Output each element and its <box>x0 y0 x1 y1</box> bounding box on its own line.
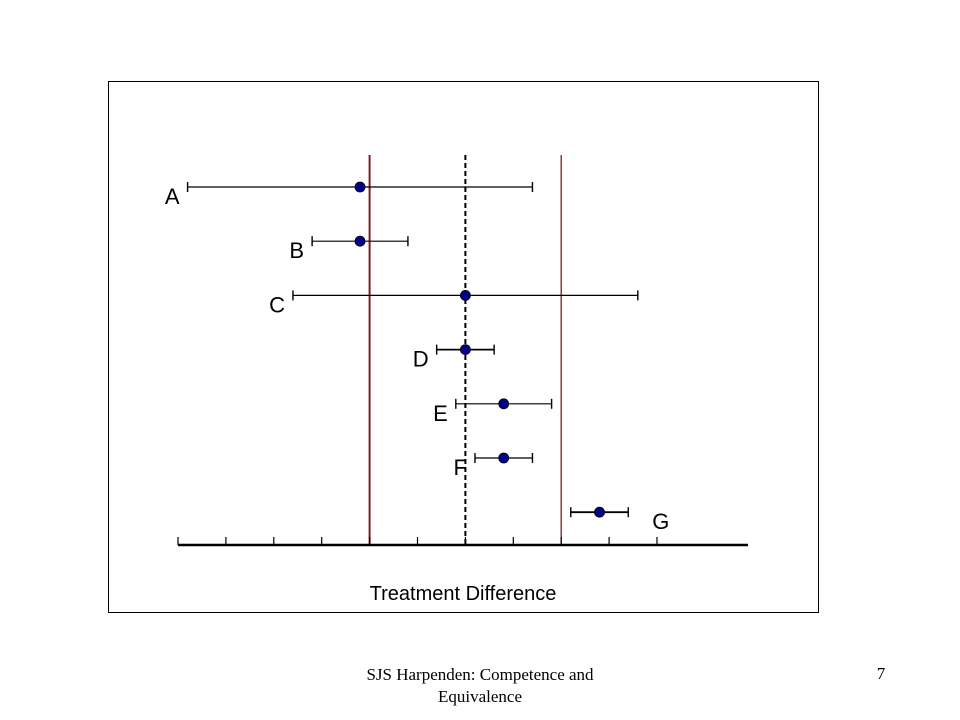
plot-frame <box>108 81 819 613</box>
page-number: 7 <box>876 664 886 683</box>
study-label: C <box>269 292 285 317</box>
point-estimate <box>498 452 510 464</box>
study-row-a: A <box>165 181 534 209</box>
study-row-g: G <box>570 506 669 534</box>
point-estimate <box>459 289 471 301</box>
study-row-b: B <box>289 235 409 263</box>
studies-layer: A B C D E F G <box>165 181 669 534</box>
footer-title: SJS Harpenden: Competence and Equivalenc… <box>366 665 594 706</box>
point-estimate <box>354 181 366 193</box>
study-label: B <box>289 238 304 263</box>
study-label: E <box>433 401 448 426</box>
study-label: D <box>413 347 429 372</box>
study-row-e: E <box>433 398 553 426</box>
study-row-f: F <box>454 452 534 480</box>
study-label: F <box>454 455 467 480</box>
study-row-d: D <box>413 344 495 372</box>
axis-layer <box>177 537 748 547</box>
x-axis-label: Treatment Difference <box>370 583 557 605</box>
point-estimate <box>459 344 471 356</box>
study-row-c: C <box>269 289 639 317</box>
point-estimate <box>594 506 605 518</box>
study-label: A <box>165 184 180 209</box>
point-estimate <box>498 398 510 410</box>
study-label: G <box>652 509 669 534</box>
point-estimate <box>354 235 366 247</box>
